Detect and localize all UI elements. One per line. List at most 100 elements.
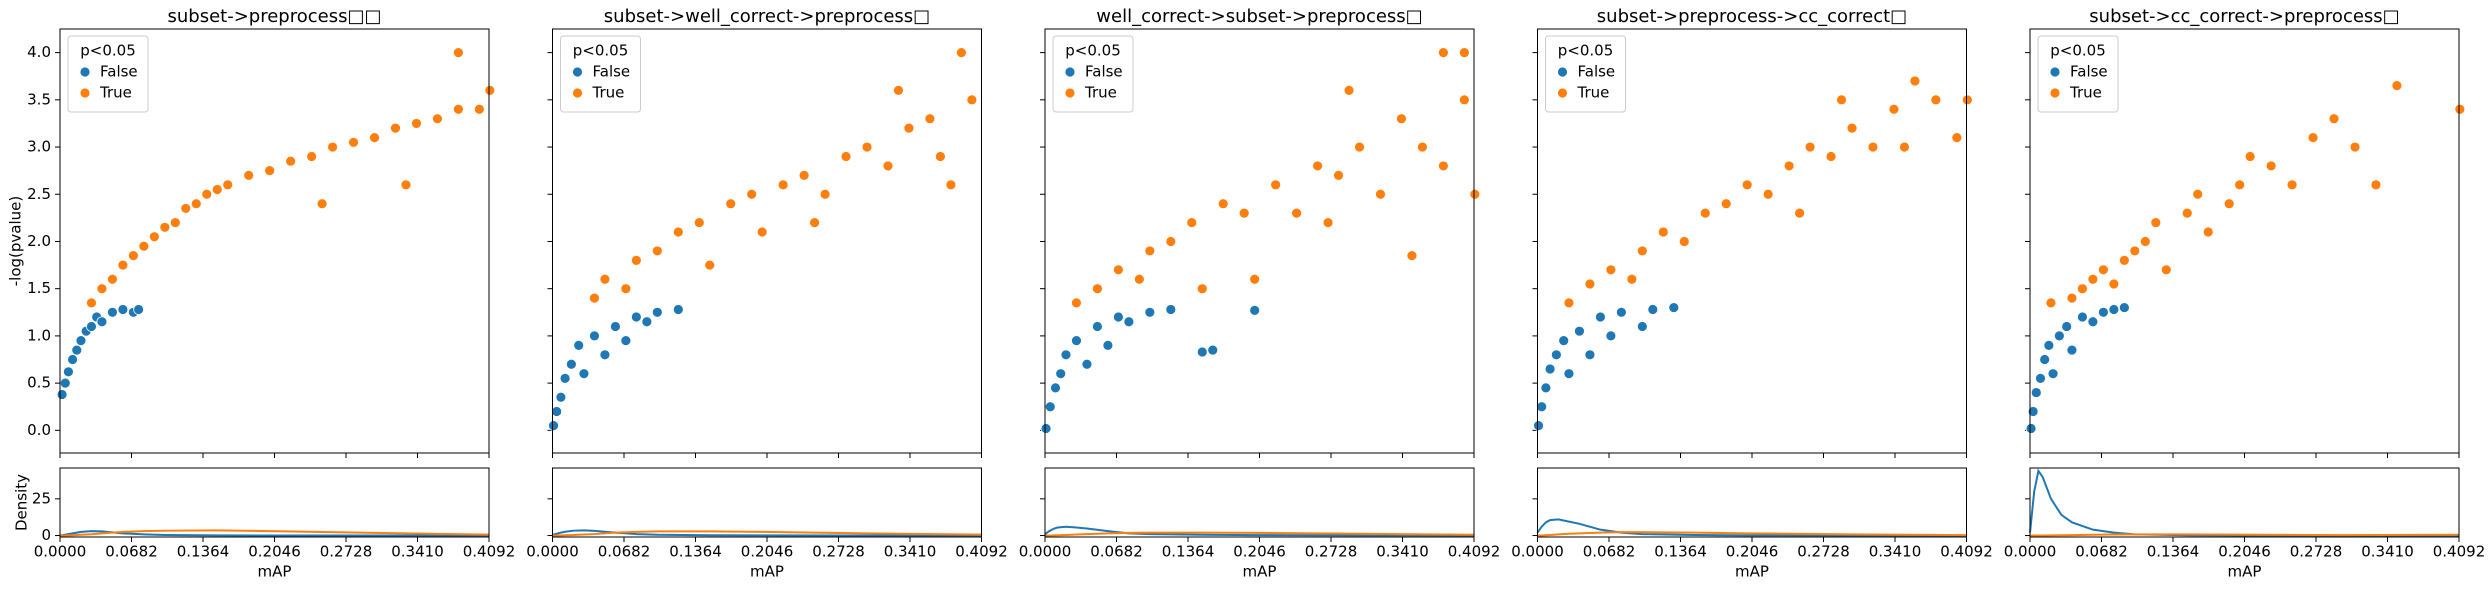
point xyxy=(1406,250,1418,262)
point xyxy=(2030,387,2042,398)
point xyxy=(1396,113,1407,125)
point xyxy=(573,339,585,351)
point xyxy=(1060,349,1072,361)
panel-title: subset->well_correct->preprocess□ xyxy=(604,6,930,27)
point xyxy=(1102,339,1114,351)
point xyxy=(599,349,611,361)
x-tick-label: 0.2728 xyxy=(1305,543,1358,561)
point xyxy=(2077,311,2088,323)
point xyxy=(1040,423,1052,434)
x-tick-label: 0.4092 xyxy=(955,543,1008,561)
x-tick-label: 0.1364 xyxy=(1162,543,1215,561)
x-tick-label: 0.0000 xyxy=(2004,543,2057,561)
point xyxy=(861,141,873,153)
point xyxy=(630,311,642,323)
point xyxy=(2066,344,2078,356)
legend-title: p<0.05 xyxy=(573,42,629,60)
point xyxy=(2160,264,2172,276)
x-tick-label: 0.2046 xyxy=(248,543,301,561)
point xyxy=(1417,141,1428,153)
point xyxy=(1867,141,1879,153)
legend-title: p<0.05 xyxy=(1558,42,1614,60)
point xyxy=(2223,198,2235,210)
legend-marker xyxy=(1557,66,1568,78)
point xyxy=(2129,245,2141,257)
point xyxy=(473,103,485,115)
point xyxy=(589,292,600,304)
point xyxy=(966,94,978,106)
x-tick-label: 0.2728 xyxy=(320,543,373,561)
point xyxy=(882,160,894,172)
point xyxy=(2039,354,2051,365)
point xyxy=(2047,368,2059,380)
point xyxy=(1092,283,1103,295)
point xyxy=(159,221,171,233)
plot-frame xyxy=(552,28,982,454)
point xyxy=(1112,311,1124,323)
point xyxy=(1044,401,1056,413)
point xyxy=(2027,406,2039,417)
point xyxy=(1469,188,1481,200)
point xyxy=(2307,132,2319,143)
point xyxy=(1354,141,1365,153)
y-tick-label: 25 xyxy=(32,489,51,507)
point xyxy=(599,273,611,285)
point xyxy=(452,103,464,115)
point xyxy=(2061,321,2073,332)
panel-title: well_correct->subset->preprocess□ xyxy=(1096,6,1422,27)
point xyxy=(2244,151,2256,162)
point xyxy=(62,366,74,378)
point xyxy=(138,240,150,252)
point xyxy=(1050,382,1061,394)
legend-marker xyxy=(2049,66,2061,78)
point xyxy=(2043,339,2055,351)
x-axis-label: mAP xyxy=(750,563,784,581)
density-line xyxy=(1536,518,1967,537)
point xyxy=(1794,207,1805,219)
panel-title: subset->cc_correct->preprocess□ xyxy=(2089,6,2399,27)
legend-label: True xyxy=(1084,84,1117,102)
point xyxy=(1930,94,1942,106)
legend-label: False xyxy=(1578,63,1616,81)
point xyxy=(2349,141,2361,153)
panel-title: subset->preprocess->cc_correct□ xyxy=(1597,6,1907,27)
y-axis-label: Density xyxy=(13,474,31,531)
point xyxy=(2087,273,2099,285)
point xyxy=(222,179,234,191)
point xyxy=(2077,283,2088,295)
point xyxy=(578,368,590,380)
point xyxy=(1574,325,1585,337)
point xyxy=(117,259,129,271)
point xyxy=(1186,217,1198,228)
legend-marker xyxy=(79,66,91,78)
point xyxy=(2139,236,2151,247)
point xyxy=(1584,349,1596,361)
point xyxy=(1071,297,1082,309)
point xyxy=(1888,103,1900,115)
point xyxy=(559,372,571,384)
point xyxy=(2118,302,2130,313)
x-axis-label: mAP xyxy=(258,563,292,581)
legend-marker xyxy=(2049,87,2061,99)
plot-frame xyxy=(2029,28,2460,454)
point xyxy=(390,122,401,134)
point xyxy=(777,179,789,191)
point xyxy=(893,84,904,96)
point xyxy=(1112,264,1124,276)
point xyxy=(285,155,297,167)
point xyxy=(1536,401,1548,413)
point xyxy=(86,321,97,332)
point xyxy=(452,47,464,59)
plot-frame xyxy=(1044,467,1475,538)
point xyxy=(1291,207,1303,219)
plot-frame xyxy=(59,467,490,538)
point xyxy=(725,198,737,210)
density-line xyxy=(1045,531,1475,537)
point xyxy=(1558,335,1570,347)
point xyxy=(809,217,820,228)
point xyxy=(1071,335,1082,347)
x-tick-label: 0.0682 xyxy=(2075,543,2128,561)
point xyxy=(2097,306,2109,318)
x-tick-label: 0.4092 xyxy=(463,543,516,561)
